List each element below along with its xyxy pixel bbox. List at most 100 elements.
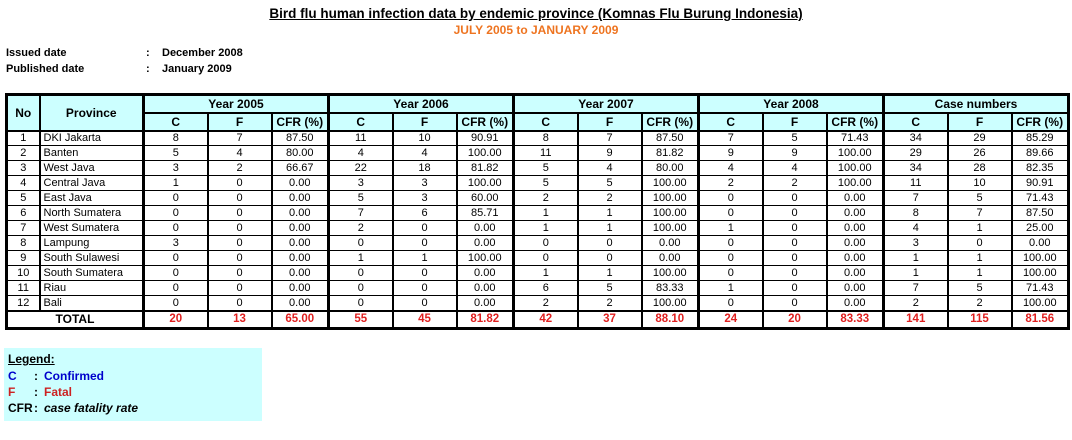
data-cell: 83.33 <box>640 280 700 296</box>
data-cell: 4 <box>391 145 458 161</box>
data-cell: 1 <box>512 265 579 281</box>
data-cell: 0 <box>391 220 458 236</box>
data-cell: 100.00 <box>640 220 700 236</box>
data-cell: 2 <box>576 190 643 206</box>
col-header-c-group3: C <box>697 112 764 132</box>
table-row: 11 Riau 0 0 0.00 0 0 0.00 6 5 83.33 1 0 0.00 7 5 71.43 <box>5 280 1070 296</box>
data-cell: 5 <box>946 190 1013 206</box>
data-cell: 0 <box>576 250 643 266</box>
province-cell: East Java <box>38 190 145 206</box>
legend-colon: : <box>34 369 38 383</box>
table-row: 8 Lampung 3 0 0.00 0 0 0.00 0 0 0.00 0 0 0.00 3 0 0.00 <box>5 235 1070 251</box>
legend-box: Legend: C: Confirmed F: Fatal CFR: case fatal… <box>4 348 262 421</box>
data-cell: 0 <box>697 295 764 311</box>
data-cell: 10 <box>391 130 458 146</box>
page-title-text: Bird flu human infection data by endemic… <box>269 6 803 21</box>
data-cell: 4 <box>576 160 643 176</box>
data-cell: 0.00 <box>270 190 330 206</box>
data-cell: 7 <box>206 130 273 146</box>
data-cell: 89.66 <box>1010 145 1070 161</box>
data-cell: 0 <box>142 295 209 311</box>
data-cell: 3 <box>142 160 209 176</box>
data-cell: 0 <box>206 250 273 266</box>
data-cell: 80.00 <box>640 160 700 176</box>
data-cell: 0 <box>391 235 458 251</box>
legend-entries: C: Confirmed F: Fatal CFR: case fatality rate <box>8 368 262 416</box>
data-cell: 0 <box>142 205 209 221</box>
data-cell: 0 <box>206 295 273 311</box>
data-cell: 8 <box>512 130 579 146</box>
data-cell: 6 <box>391 205 458 221</box>
data-cell: 8 <box>882 205 949 221</box>
data-cell: 0.00 <box>825 265 885 281</box>
data-cell: 0.00 <box>640 235 700 251</box>
subheader-row: C F CFR (%) C F CFR (%) C F CFR (%) C F CFR (%) C F CF… <box>7 112 1070 132</box>
group-header-year-2006: Year 2006 <box>327 94 515 114</box>
total-value-cell: 115 <box>946 309 1013 329</box>
data-cell: 26 <box>946 145 1013 161</box>
issued-date-label: Issued date <box>6 47 67 59</box>
data-cell: 0.00 <box>825 295 885 311</box>
data-cell: 0 <box>576 235 643 251</box>
data-cell: 60.00 <box>455 190 515 206</box>
data-cell: 100.00 <box>640 190 700 206</box>
data-cell: 0 <box>142 250 209 266</box>
data-cell: 7 <box>697 130 764 146</box>
data-cell: 100.00 <box>1010 250 1070 266</box>
table-row: 1 DKI Jakarta 8 7 87.50 11 10 90.91 8 7 87.50 7 5 71.… <box>5 130 1070 146</box>
data-cell: 81.82 <box>455 160 515 176</box>
data-cell: 7 <box>576 130 643 146</box>
data-cell: 100.00 <box>455 145 515 161</box>
data-cell: 1 <box>576 220 643 236</box>
data-cell: 1 <box>512 220 579 236</box>
data-cell: 100.00 <box>825 175 885 191</box>
published-date-row: Published date: January 2009 <box>6 61 1072 77</box>
row-number-cell: 10 <box>5 265 41 281</box>
col-header-f-group2: F <box>576 112 643 132</box>
data-cell: 4 <box>761 160 828 176</box>
data-cell: 71.43 <box>1010 190 1070 206</box>
data-cell: 1 <box>882 250 949 266</box>
data-cell: 90.91 <box>455 130 515 146</box>
group-header-year-2005: Year 2005 <box>142 94 330 114</box>
data-cell: 5 <box>576 175 643 191</box>
data-cell: 0 <box>142 190 209 206</box>
col-header-f-group3: F <box>761 112 828 132</box>
total-value-cell: 24 <box>697 309 764 329</box>
legend-colon: : <box>34 401 38 415</box>
col-header-no: No <box>5 94 41 132</box>
data-cell: 0 <box>761 280 828 296</box>
province-cell: South Sulawesi <box>38 250 145 266</box>
data-cell: 4 <box>882 220 949 236</box>
data-cell: 7 <box>946 205 1013 221</box>
data-cell: 0 <box>697 190 764 206</box>
table-footer: TOTAL 20 13 65.00 55 45 81.82 42 37 88.10 24 20 83.… <box>5 309 1070 329</box>
data-cell: 0.00 <box>270 250 330 266</box>
row-number-cell: 11 <box>5 280 41 296</box>
data-cell: 0.00 <box>825 190 885 206</box>
province-cell: West Sumatera <box>38 220 145 236</box>
province-cell: Bali <box>38 295 145 311</box>
data-cell: 1 <box>882 265 949 281</box>
data-cell: 1 <box>576 205 643 221</box>
data-cell: 0 <box>697 235 764 251</box>
data-cell: 2 <box>761 175 828 191</box>
data-cell: 100.00 <box>455 250 515 266</box>
data-cell: 100.00 <box>640 295 700 311</box>
data-cell: 2 <box>946 295 1013 311</box>
data-cell: 2 <box>576 295 643 311</box>
data-cell: 7 <box>882 280 949 296</box>
data-cell: 4 <box>206 145 273 161</box>
data-cell: 0 <box>206 205 273 221</box>
data-cell: 2 <box>512 295 579 311</box>
table-header: No Province Year 2005 Year 2006 Year 200… <box>5 94 1070 132</box>
data-cell: 0.00 <box>455 220 515 236</box>
data-cell: 9 <box>697 145 764 161</box>
data-cell: 0 <box>206 190 273 206</box>
data-cell: 1 <box>576 265 643 281</box>
data-cell: 0 <box>206 265 273 281</box>
data-cell: 1 <box>697 280 764 296</box>
data-cell: 2 <box>327 220 394 236</box>
province-cell: Riau <box>38 280 145 296</box>
total-value-cell: 45 <box>391 309 458 329</box>
